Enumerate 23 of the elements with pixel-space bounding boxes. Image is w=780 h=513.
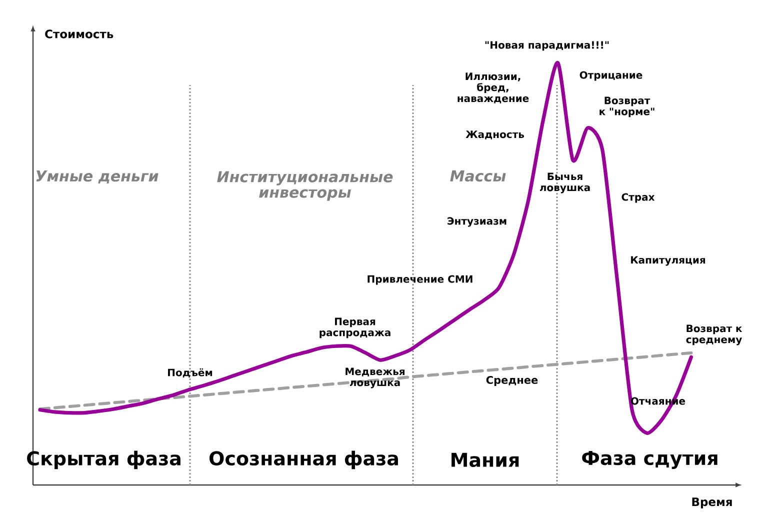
annotation: Осознанная фаза [210,450,398,470]
annotation: Первая распродажа [320,318,390,338]
annotation: Институциональные инвесторы [217,171,393,201]
annotation: Фаза сдутия [582,451,718,469]
annotation: Возврат к среднему [686,324,742,346]
annotation: Умные деньги [36,170,158,184]
annotation: Возврат к "норме" [600,96,654,118]
text: "Новая парадигма!!!" [485,41,609,51]
annotation: Капитуляция [631,256,706,266]
annotation: Мания [452,452,519,468]
annotation: Страх [622,193,655,203]
annotation: Иллюзии, бред, наваждение [458,72,529,104]
series-label: Среднее [486,376,538,386]
annotation: Бычья ловушка [540,172,590,194]
annotation: Привлечение СМИ [368,275,472,285]
x-axis-title: Время [692,498,732,508]
annotation: Отрицание [580,71,642,81]
annotation: Жадность [466,130,524,140]
annotation: Подъём [168,368,212,378]
annotation: Энтузиазм [448,217,506,227]
y-axis-title: Стоимость [45,30,114,38]
annotation: Медвежья ловушка [346,368,404,388]
annotation: Массы [450,170,506,182]
